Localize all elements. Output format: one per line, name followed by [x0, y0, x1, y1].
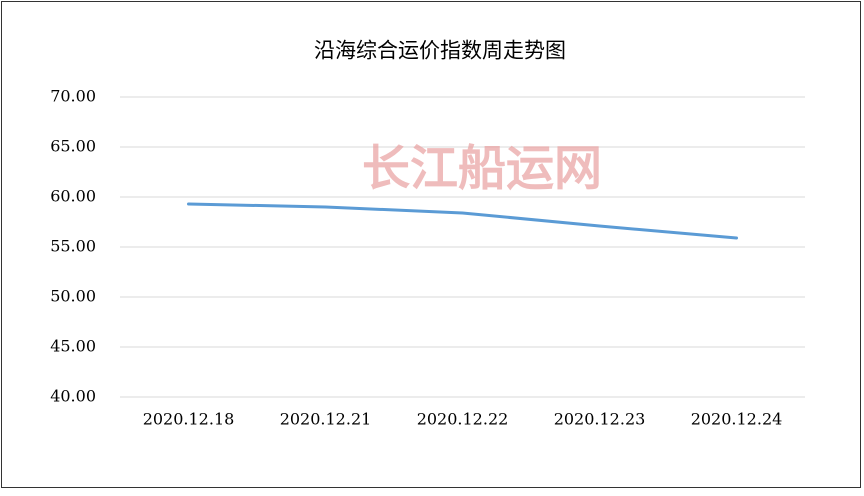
y-tick-label: 40.00 — [50, 387, 96, 406]
y-tick-label: 60.00 — [50, 187, 96, 206]
x-tick-label: 2020.12.24 — [691, 410, 783, 429]
chart-title: 沿海综合运价指数周走势图 — [314, 39, 566, 63]
x-tick-label: 2020.12.21 — [280, 410, 372, 429]
y-tick-label: 55.00 — [50, 237, 96, 256]
chart-border — [1, 1, 861, 488]
data-line — [187, 202, 738, 240]
y-tick-label: 65.00 — [50, 137, 96, 156]
x-tick-label: 2020.12.22 — [417, 410, 509, 429]
watermark: 长江船运网 — [362, 141, 602, 197]
x-tick-label: 2020.12.18 — [143, 410, 235, 429]
y-tick-label: 70.00 — [50, 87, 96, 106]
y-tick-label: 45.00 — [50, 337, 96, 356]
y-tick-label: 50.00 — [50, 287, 96, 306]
x-tick-label: 2020.12.23 — [554, 410, 646, 429]
